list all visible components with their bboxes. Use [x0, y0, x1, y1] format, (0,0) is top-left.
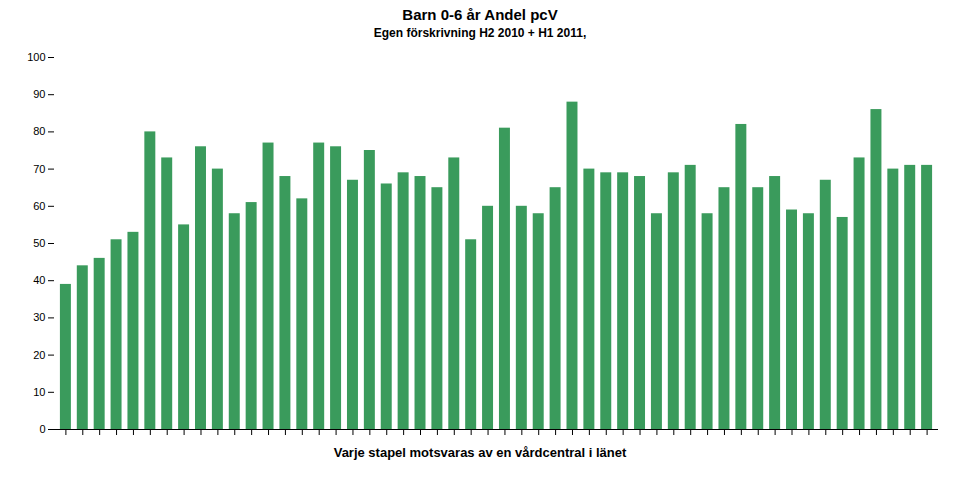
svg-text:100: 100 — [27, 51, 45, 63]
svg-text:20: 20 — [33, 349, 45, 361]
svg-text:50: 50 — [33, 237, 45, 249]
svg-text:30: 30 — [33, 311, 45, 323]
svg-text:60: 60 — [33, 200, 45, 212]
svg-text:80: 80 — [33, 125, 45, 137]
svg-text:90: 90 — [33, 88, 45, 100]
html-text:Barn 0-6 år Andel pcV: Barn 0-6 år Andel pcV — [402, 6, 558, 23]
html-text:Varje stapel motsvaras av en v: Varje stapel motsvaras av en vårdcentral… — [333, 445, 627, 460]
svg-text:0: 0 — [39, 423, 45, 435]
svg-text:70: 70 — [33, 163, 45, 175]
svg-text:10: 10 — [33, 386, 45, 398]
svg-text:40: 40 — [33, 274, 45, 286]
html-text:Egen förskrivning H2 2010 + H1: Egen förskrivning H2 2010 + H1 2011, — [373, 26, 587, 40]
